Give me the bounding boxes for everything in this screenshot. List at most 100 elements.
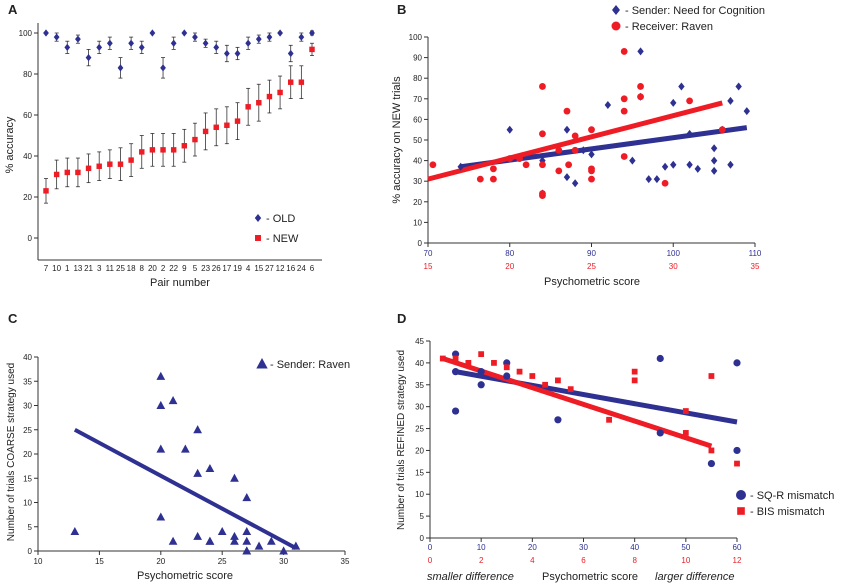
x-tick-label-b-top: 80 (505, 249, 514, 258)
y-tick-label-b: 0 (418, 239, 423, 248)
data-point-a-new (256, 99, 262, 106)
data-point-c (193, 531, 203, 540)
data-point-a-new (245, 104, 251, 110)
y-tick-label-b: 50 (413, 136, 422, 145)
data-point-a-old (309, 29, 315, 37)
data-point-b-sender (694, 164, 701, 173)
y-tick-label-c: 5 (28, 523, 33, 532)
panel-letter-d: D (397, 311, 406, 326)
data-point-c (156, 371, 166, 380)
data-point-b-receiver (588, 175, 595, 183)
data-point-b-receiver (637, 83, 644, 90)
x-tick-label-b-bottom: 35 (751, 262, 760, 271)
data-point-c (242, 536, 252, 545)
x-tick-label-d-bottom: 0 (428, 556, 433, 565)
data-point-b-receiver (522, 161, 530, 169)
data-point-b-sender (661, 162, 669, 171)
x-tick-label-c: 10 (34, 557, 43, 566)
data-point-c (266, 536, 276, 545)
data-point-d-sqr (503, 372, 511, 380)
data-point-a-new (117, 161, 124, 167)
data-point-a-old (170, 39, 177, 47)
y-tick-label-b: 10 (413, 218, 422, 227)
data-point-a-old (287, 49, 294, 58)
data-point-c (180, 444, 190, 453)
x-tick-label-d-bottom: 6 (581, 556, 586, 565)
x-tick-label-a: 12 (276, 264, 285, 273)
y-axis-title-c: Number of trials COARSE strategy used (6, 363, 17, 541)
x-tick-label-a: 4 (246, 264, 251, 273)
data-point-b-sender (563, 125, 571, 134)
data-point-a-new (53, 171, 60, 178)
y-tick-label-a: 60 (23, 111, 32, 120)
legend-marker-b-receiver (611, 21, 621, 31)
data-point-a-old (181, 29, 188, 37)
data-point-b-receiver (506, 155, 514, 162)
data-point-b-receiver (620, 95, 628, 103)
data-point-d-bis (682, 430, 689, 436)
data-point-a-old (64, 43, 71, 51)
x-axis-note-left-d: smaller difference (427, 571, 514, 583)
data-point-c (242, 546, 252, 555)
data-point-d-sqr (656, 354, 664, 363)
legend-label-b-sender: - Sender: Need for Cognition (625, 5, 765, 17)
y-tick-label-d: 35 (415, 381, 424, 390)
y-tick-label-a: 100 (19, 29, 33, 38)
x-axis-title-d: Psychometric score (542, 571, 638, 583)
y-tick-label-c: 0 (28, 547, 33, 556)
x-tick-label-a: 11 (106, 264, 115, 273)
data-point-a-new (139, 149, 145, 155)
data-point-d-bis (708, 373, 715, 379)
data-point-a-new (298, 79, 305, 85)
data-point-a-new (85, 165, 92, 172)
x-tick-label-d-bottom: 10 (681, 556, 690, 565)
x-tick-label-a: 3 (97, 264, 102, 273)
data-point-d-sqr (477, 381, 485, 389)
x-tick-label-c: 25 (218, 557, 227, 566)
data-point-b-sender (539, 156, 546, 165)
data-point-a-old (96, 43, 103, 51)
data-point-b-sender (506, 125, 513, 134)
data-point-b-receiver (588, 167, 595, 175)
x-tick-label-d-top: 30 (579, 543, 588, 552)
data-point-b-sender (645, 175, 652, 184)
x-tick-label-c: 20 (156, 557, 165, 566)
y-tick-label-d: 30 (415, 403, 424, 412)
legend-marker-new (255, 235, 261, 241)
data-point-d-bis (734, 460, 740, 467)
data-point-b-sender (457, 162, 464, 171)
x-tick-label-d-top: 0 (428, 543, 433, 552)
data-point-a-old (234, 49, 241, 58)
x-tick-label-a: 2 (161, 264, 166, 273)
data-point-a-old (245, 39, 252, 47)
data-point-d-sqr (656, 429, 664, 437)
fit-line-d-sqr (455, 369, 738, 425)
x-tick-label-a: 26 (212, 264, 221, 273)
data-point-b-sender (670, 98, 677, 107)
y-tick-label-b: 100 (409, 33, 423, 42)
data-point-a-new (309, 46, 315, 53)
data-point-d-bis (439, 355, 446, 362)
panel-letter-a: A (8, 2, 18, 17)
y-axis-title-d: Number of trials REFINED strategy used (396, 350, 407, 530)
data-point-a-old (255, 35, 262, 43)
data-point-d-bis (631, 377, 638, 384)
x-tick-label-a: 6 (310, 264, 315, 273)
data-point-b-receiver (539, 192, 546, 200)
data-point-a-old (138, 43, 145, 51)
data-point-c (205, 536, 215, 545)
y-tick-label-d: 5 (420, 512, 425, 521)
data-point-b-sender (588, 150, 595, 159)
data-point-b-sender (727, 160, 734, 169)
data-point-b-receiver (637, 93, 644, 101)
y-tick-label-c: 30 (23, 402, 32, 411)
data-point-a-old (43, 29, 49, 37)
data-point-c (242, 527, 252, 536)
y-tick-label-b: 40 (413, 157, 422, 166)
y-axis-title-b: % accuracy on NEW trials (391, 76, 403, 204)
data-point-c (230, 473, 239, 482)
panel-letter-b: B (397, 2, 406, 17)
legend-marker-c (256, 358, 268, 369)
x-tick-label-a: 13 (73, 264, 82, 273)
